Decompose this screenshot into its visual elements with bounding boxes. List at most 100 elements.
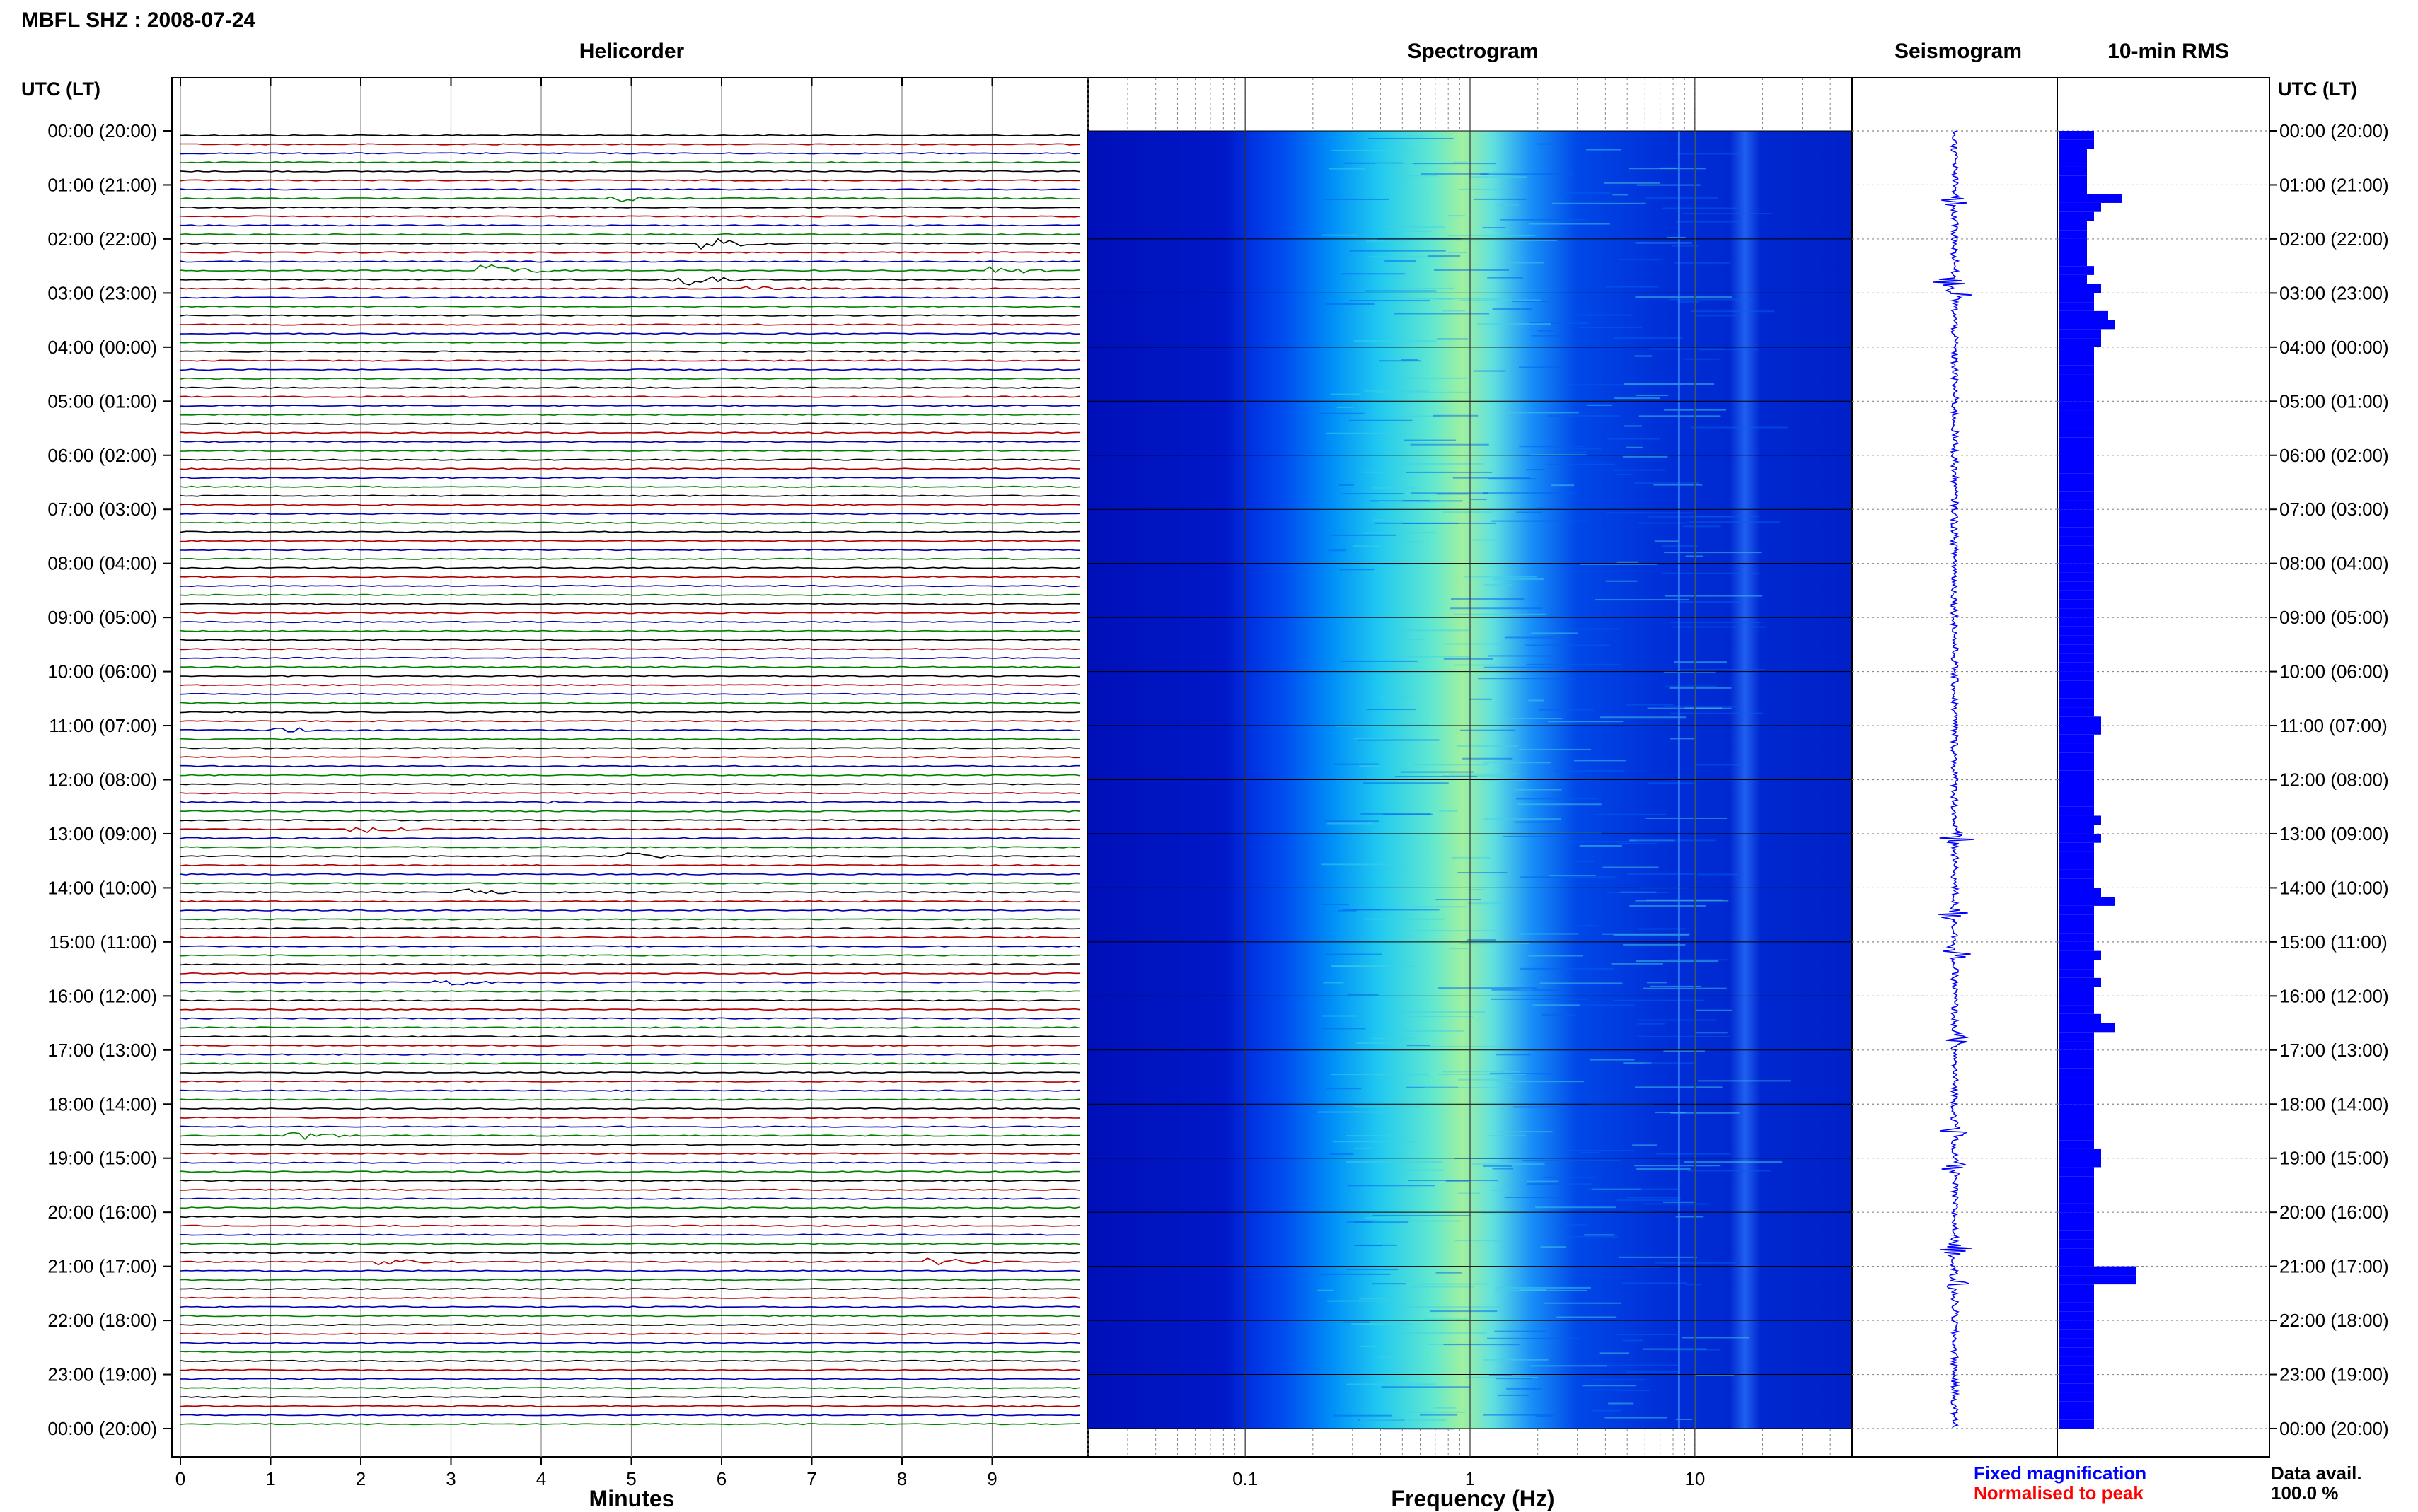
spectrogram-speckle — [1458, 188, 1500, 190]
spectrogram-speckle — [1531, 632, 1578, 634]
time-label-right: 13:00 (09:00) — [2279, 823, 2389, 844]
spectrogram-speckle — [1616, 1334, 1678, 1336]
spectrogram-speckle — [1491, 1189, 1514, 1191]
time-label-right: 00:00 (20:00) — [2279, 120, 2389, 141]
rms-bar — [2059, 969, 2094, 978]
spectrogram-speckle — [1646, 899, 1723, 901]
rms-bar — [2059, 933, 2094, 942]
spectrogram-speckle — [1488, 1135, 1527, 1137]
rms-bar — [2059, 1158, 2101, 1168]
spectrogram-xlabel: Frequency (Hz) — [1391, 1486, 1554, 1511]
rms-bar — [2059, 158, 2087, 167]
rms-bar — [2059, 1329, 2094, 1339]
rms-bar — [2059, 1122, 2094, 1132]
spectrogram-speckle — [1398, 1169, 1444, 1171]
spectrogram-speckle — [1570, 448, 1602, 450]
spectrogram-speckle — [1602, 866, 1659, 868]
spectrogram-speckle — [1372, 1037, 1415, 1040]
rms-bar — [2059, 545, 2094, 554]
helicorder-trace — [180, 593, 1081, 596]
rms-title: 10-min RMS — [2107, 40, 2229, 63]
spectrogram-speckle — [1647, 707, 1732, 709]
spectrogram-speckle — [1691, 426, 1789, 429]
spectrogram-speckle — [1636, 960, 1719, 963]
spectrogram-speckle — [1696, 1032, 1728, 1034]
spectrogram-speckle — [1606, 512, 1695, 514]
rms-bar — [2059, 293, 2094, 303]
helicorder-trace — [180, 296, 1081, 299]
spectrogram-speckle — [1586, 149, 1622, 151]
spectrogram-speckle — [1694, 1009, 1732, 1011]
spectrogram-speckle — [1600, 716, 1687, 719]
spectrogram-speckle — [1491, 998, 1589, 1000]
helicorder-trace — [180, 557, 1081, 560]
helicorder-trace — [180, 161, 1081, 164]
spectrogram-speckle — [1699, 349, 1759, 351]
spectrogram-speckle — [1674, 262, 1730, 264]
helicorder-trace — [180, 827, 1081, 834]
spectrogram-speckle — [1517, 748, 1592, 750]
spectrogram-speckle — [1513, 1106, 1558, 1108]
helicorder-xlabel: Minutes — [589, 1486, 675, 1511]
spectrogram-speckle — [1504, 1197, 1570, 1199]
spectrogram-speckle — [1460, 943, 1529, 945]
spectrogram-speckle — [1378, 501, 1435, 503]
time-label-left: 21:00 (17:00) — [47, 1256, 157, 1277]
helicorder-trace — [180, 238, 1081, 250]
helicorder-tick-label: 4 — [536, 1468, 546, 1489]
spectrogram-speckle — [1584, 1234, 1615, 1236]
spectrogram-speckle — [1614, 397, 1660, 400]
spectrogram-speckle — [1618, 842, 1658, 844]
helicorder-trace — [180, 1053, 1081, 1056]
spectrogram-speckle — [1675, 1216, 1704, 1218]
helicorder-trace — [180, 512, 1081, 516]
rms-bar — [2059, 1293, 2094, 1303]
spectrogram-speckle — [1624, 425, 1642, 427]
spectrogram-speckle — [1683, 358, 1721, 360]
rms-bar — [2059, 302, 2094, 311]
spectrogram-speckle — [1531, 335, 1569, 337]
spectrogram-speckle — [1480, 173, 1574, 175]
time-label-right: 03:00 (23:00) — [2279, 282, 2389, 303]
rms-bar — [2059, 383, 2094, 392]
spectrogram-speckle — [1636, 1168, 1691, 1170]
rms-bar — [2059, 897, 2115, 906]
spectrogram-speckle — [1637, 1019, 1717, 1021]
helicorder-trace — [180, 170, 1081, 173]
time-label-right: 10:00 (06:00) — [2279, 661, 2389, 682]
rms-bar — [2059, 310, 2108, 320]
time-label-right: 02:00 (22:00) — [2279, 228, 2389, 250]
rms-bar — [2059, 1365, 2094, 1375]
helicorder-tick-label: 8 — [897, 1468, 907, 1489]
spectrogram-speckle — [1662, 572, 1759, 574]
rms-bar — [2059, 987, 2094, 996]
spectrogram-speckle — [1338, 484, 1354, 486]
rms-bar — [2059, 590, 2094, 600]
spectrogram-speckle — [1632, 1144, 1657, 1146]
spectrogram-speckle — [1548, 721, 1624, 723]
spectrogram-speckle — [1379, 696, 1413, 698]
spectrogram-speckle — [1395, 1011, 1486, 1013]
spectrogram-speckle — [1696, 764, 1750, 766]
rms-bar — [2059, 482, 2094, 492]
time-label-right: 20:00 (16:00) — [2279, 1202, 2389, 1223]
helicorder-trace — [180, 152, 1081, 155]
helicorder-trace — [180, 449, 1081, 453]
spectrogram-speckle — [1580, 563, 1658, 565]
spectrogram-speckle — [1317, 1289, 1334, 1291]
spectrogram-speckle — [1425, 1086, 1515, 1088]
spectrogram-speckle — [1466, 1376, 1538, 1378]
spectrogram-speckle — [1520, 967, 1614, 970]
spectrogram-speckle — [1471, 1163, 1545, 1165]
spectrogram-speckle — [1514, 239, 1557, 241]
spectrogram-tick-label: 0.1 — [1232, 1468, 1258, 1489]
legend-normalised: Normalised to peak — [1974, 1482, 2144, 1504]
spectrogram-speckle — [1404, 1306, 1500, 1308]
rms-bar — [2059, 1239, 2094, 1249]
spectrogram-speckle — [1558, 384, 1643, 386]
spectrogram-title: Spectrogram — [1407, 40, 1538, 63]
helicorder-trace — [180, 1143, 1081, 1146]
rms-bar — [2059, 1257, 2094, 1267]
spectrogram-speckle — [1683, 525, 1721, 528]
helicorder-tick-label: 0 — [175, 1468, 185, 1489]
